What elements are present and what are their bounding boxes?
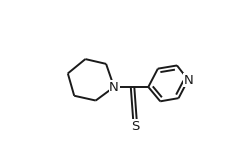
Text: N: N [184, 74, 194, 87]
Text: S: S [131, 120, 140, 132]
Text: N: N [109, 81, 119, 94]
